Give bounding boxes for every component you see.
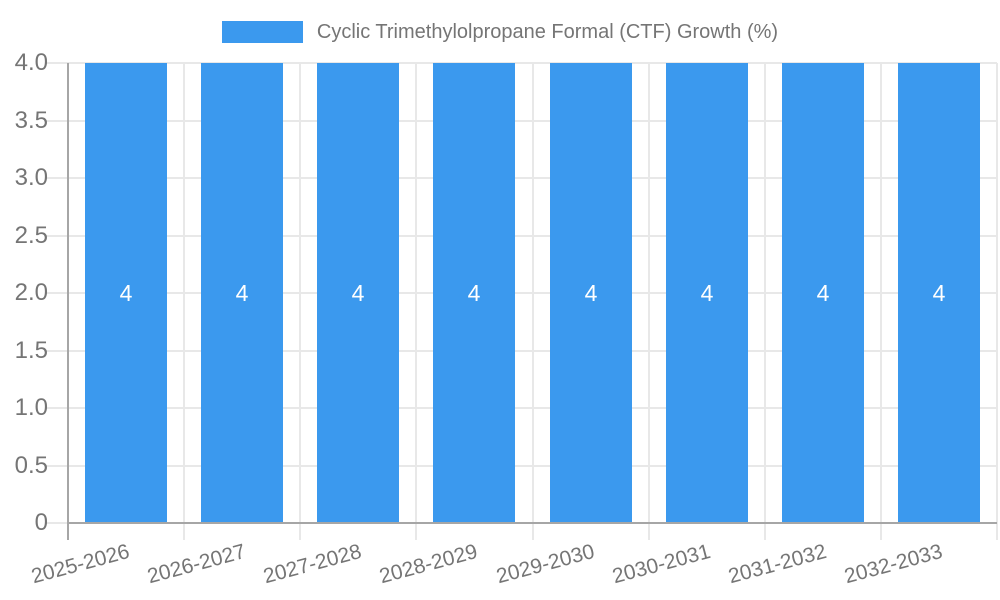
x-axis-tick (996, 523, 998, 540)
bar[interactable] (85, 63, 167, 523)
y-tick-label: 3.0 (14, 164, 48, 191)
bar-value-label: 4 (584, 280, 598, 306)
x-grid-line (648, 63, 650, 523)
x-grid-line (299, 63, 301, 523)
bar[interactable] (317, 63, 399, 523)
y-tick-label: 2.0 (14, 279, 48, 306)
plot-area: 4 4 4 4 4 4 4 4 (68, 62, 998, 524)
bar[interactable] (782, 63, 864, 523)
bar-value-label: 4 (816, 280, 830, 306)
y-axis-tick (46, 292, 68, 294)
y-tick-label: 0 (34, 509, 48, 536)
x-axis-tick (415, 523, 417, 540)
bar[interactable] (898, 63, 980, 523)
bar-value-label: 4 (351, 280, 365, 306)
y-axis-tick (46, 350, 68, 352)
bar[interactable] (433, 63, 515, 523)
x-axis-tick (648, 523, 650, 540)
bar-value-label: 4 (235, 280, 249, 306)
bar[interactable] (666, 63, 748, 523)
x-axis-tick (299, 523, 301, 540)
x-axis-tick (880, 523, 882, 540)
x-axis-line (67, 522, 997, 524)
y-axis-tick (46, 62, 68, 64)
x-grid-line (996, 63, 998, 523)
legend-label: Cyclic Trimethylolpropane Formal (CTF) G… (316, 21, 779, 43)
x-grid-line (415, 63, 417, 523)
y-axis-tick (46, 522, 68, 524)
bar-value-label: 4 (119, 280, 133, 306)
bar[interactable] (201, 63, 283, 523)
x-grid-line (183, 63, 185, 523)
bar[interactable] (550, 63, 632, 523)
bar-value-label: 4 (467, 280, 481, 306)
y-axis-tick (46, 177, 68, 179)
x-grid-line (880, 63, 882, 523)
x-grid-line (532, 63, 534, 523)
y-axis-tick (46, 407, 68, 409)
legend[interactable]: Cyclic Trimethylolpropane Formal (CTF) G… (0, 20, 1000, 44)
bar-value-label: 4 (700, 280, 714, 306)
y-tick-label: 2.5 (14, 222, 48, 249)
y-tick-label: 4.0 (14, 49, 48, 76)
y-axis-tick (46, 235, 68, 237)
y-tick-label: 3.5 (14, 107, 48, 134)
y-tick-label: 1.0 (14, 394, 48, 421)
x-axis-tick (764, 523, 766, 540)
y-axis-tick (46, 120, 68, 122)
y-tick-label: 0.5 (14, 452, 48, 479)
x-axis-tick (532, 523, 534, 540)
y-axis-line (67, 63, 69, 540)
legend-swatch (221, 21, 303, 43)
x-grid-line (764, 63, 766, 523)
y-tick-label: 1.5 (14, 337, 48, 364)
y-axis-tick (46, 465, 68, 467)
bar-value-label: 4 (932, 280, 946, 306)
x-axis-tick (183, 523, 185, 540)
